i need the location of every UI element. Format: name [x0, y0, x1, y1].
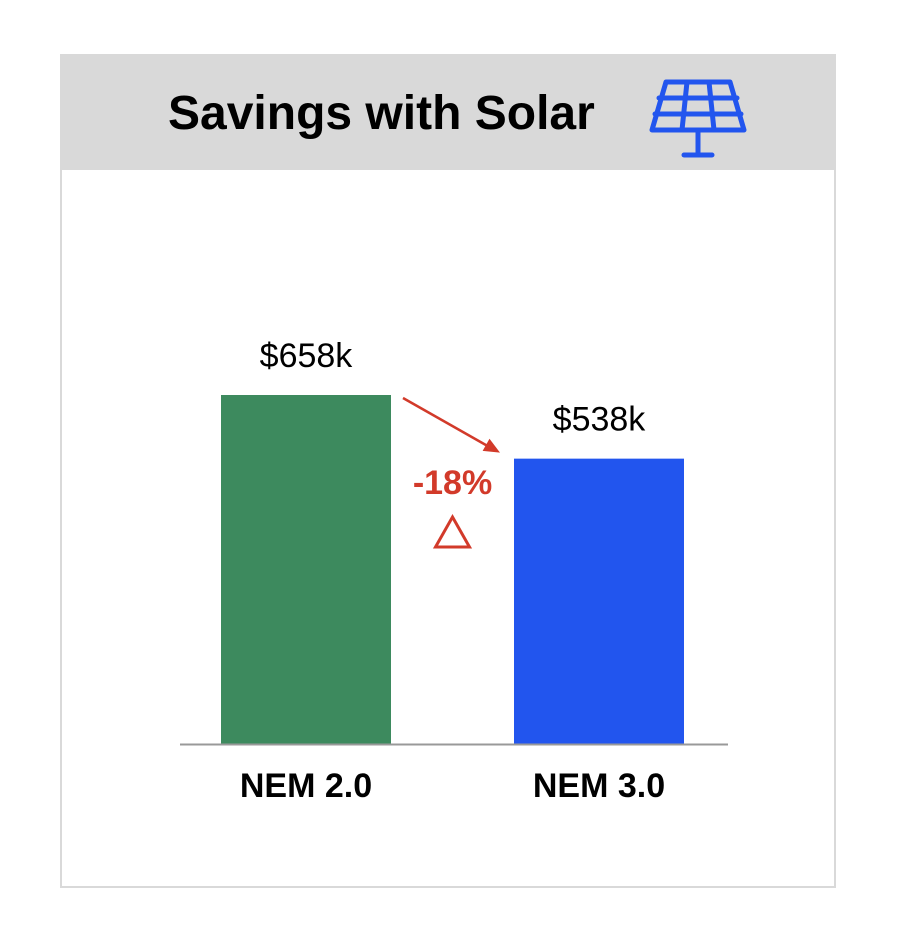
category-label: NEM 3.0 [533, 767, 665, 805]
triangle-delta-icon [432, 513, 473, 549]
change-arrow-line [402, 396, 495, 451]
data-label: $538k [553, 401, 647, 439]
page-title: Savings with Solar [168, 87, 595, 140]
change-arrowhead-icon [482, 438, 500, 453]
data-label: $658k [260, 337, 354, 375]
bar-nem-2-0 [221, 395, 391, 744]
bar-nem-3-0 [514, 458, 684, 744]
change-label: -18% [413, 464, 492, 502]
category-label: NEM 2.0 [240, 767, 372, 805]
chart-card: Savings with Solar [60, 54, 836, 888]
card-header: Savings with Solar [62, 56, 834, 170]
solar-panel-icon [649, 79, 747, 158]
